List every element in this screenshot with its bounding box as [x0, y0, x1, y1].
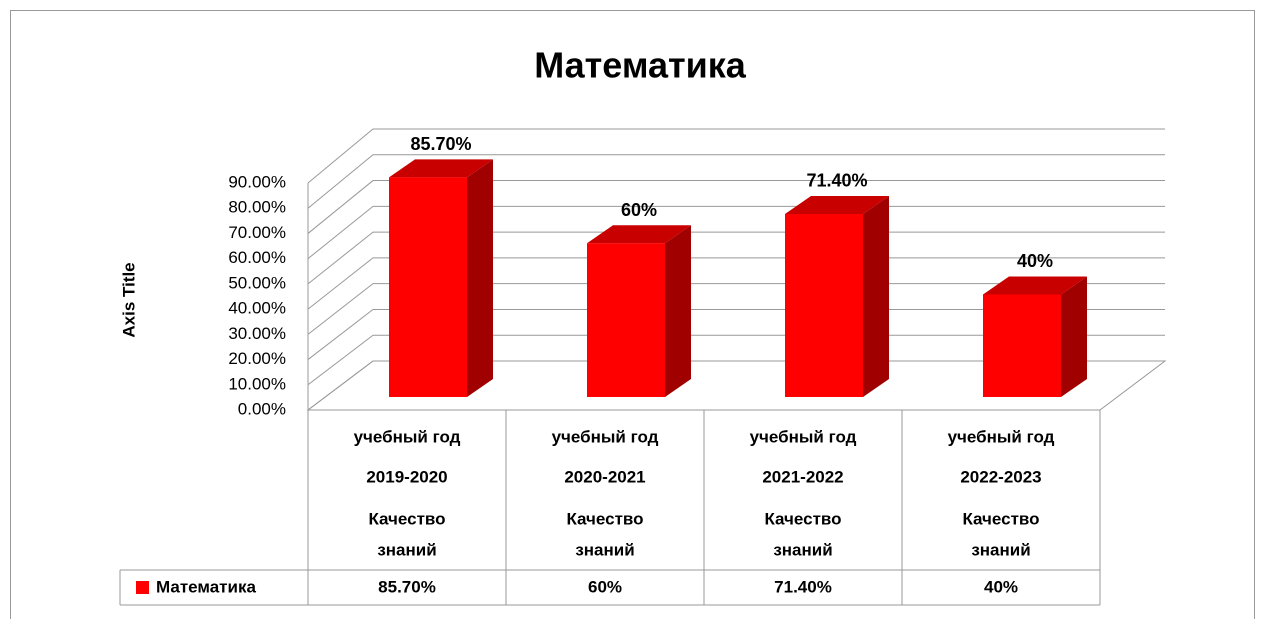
bar-top — [587, 225, 691, 244]
bar-top — [389, 159, 493, 178]
y-tick-label: 90.00% — [228, 172, 286, 191]
bar-side — [863, 195, 889, 397]
grid-line — [307, 257, 1165, 310]
grid-line — [307, 180, 1165, 234]
grid-line — [307, 154, 1165, 209]
bar — [587, 243, 665, 397]
y-tick-label: 50.00% — [228, 273, 286, 292]
legend-swatch — [136, 581, 149, 594]
data-label: 71.40% — [806, 171, 867, 191]
bar — [389, 177, 467, 397]
y-tick-label: 40.00% — [228, 299, 286, 318]
x-tick-label: знаний — [773, 540, 832, 559]
table-value: 85.70% — [378, 577, 436, 596]
chart-title: Математика — [534, 45, 747, 86]
y-tick-label: 80.00% — [228, 198, 286, 217]
y-tick-label: 10.00% — [228, 374, 286, 393]
x-tick-label: учебный год — [948, 427, 1055, 446]
data-label: 40% — [1017, 251, 1053, 271]
x-tick-label: 2021-2022 — [762, 467, 843, 486]
axis-title: Axis Title — [119, 262, 138, 337]
data-label: 60% — [621, 200, 657, 220]
y-tick-label: 60.00% — [228, 248, 286, 267]
table-value: 40% — [984, 577, 1018, 596]
grid-line — [307, 231, 1165, 285]
bar-side — [1061, 276, 1087, 397]
grid-line — [307, 128, 1165, 184]
x-tick-label: Качество — [962, 509, 1039, 528]
x-tick-label: Качество — [764, 509, 841, 528]
x-tick-label: 2020-2021 — [564, 467, 645, 486]
x-tick-label: учебный год — [552, 427, 659, 446]
grid-line — [307, 360, 1165, 411]
x-tick-label: знаний — [575, 540, 634, 559]
bar-top — [983, 276, 1087, 295]
grid-line — [307, 283, 1165, 335]
data-label: 85.70% — [410, 134, 471, 154]
grid-line — [307, 205, 1165, 260]
grid-line — [307, 334, 1165, 386]
y-tick-label: 20.00% — [228, 349, 286, 368]
table-value: 60% — [588, 577, 622, 596]
y-tick-label: 30.00% — [228, 324, 286, 343]
y-tick-label: 0.00% — [238, 399, 286, 418]
bar-side — [467, 159, 493, 397]
bar — [983, 294, 1061, 397]
x-tick-label: знаний — [377, 540, 436, 559]
table-value: 71.40% — [774, 577, 832, 596]
bar-side — [665, 225, 691, 397]
x-tick-label: знаний — [971, 540, 1030, 559]
y-tick-label: 70.00% — [228, 223, 286, 242]
x-tick-label: Качество — [566, 509, 643, 528]
x-tick-label: Качество — [368, 509, 445, 528]
x-tick-label: 2019-2020 — [366, 467, 447, 486]
x-tick-label: 2022-2023 — [960, 467, 1041, 486]
bar-top — [785, 195, 889, 214]
legend-label: Математика — [156, 577, 256, 596]
bar — [785, 213, 863, 397]
x-tick-label: учебный год — [354, 427, 461, 446]
grid-line — [307, 308, 1165, 360]
x-tick-label: учебный год — [750, 427, 857, 446]
